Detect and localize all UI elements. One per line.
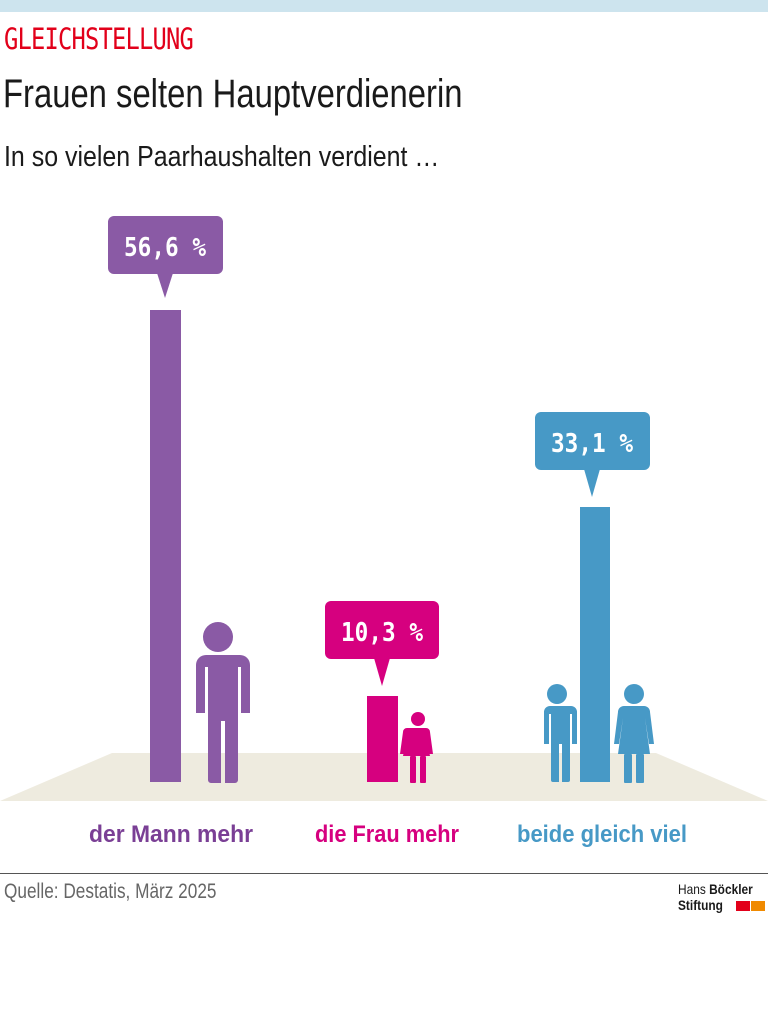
chart: 56,6 % 10,3 % 33,1 % [0, 216, 768, 848]
value-label-mann: 56,6 % [124, 233, 206, 263]
top-strip [0, 0, 768, 12]
bar-group-beide: 33,1 % [535, 412, 654, 783]
man-icon [543, 684, 577, 782]
value-bubble-mann: 56,6 % [108, 216, 223, 298]
value-bubble-frau: 10,3 % [325, 601, 439, 686]
category-label-mann: der Mann mehr [89, 821, 253, 848]
source-note: Quelle: Destatis, März 2025 [4, 880, 217, 903]
woman-icon [400, 712, 433, 783]
logo-text-stiftung: Stiftung [678, 897, 723, 913]
subtitle: In so vielen Paarhaushalten verdient … [4, 141, 440, 173]
logo-text-hans: Hans [678, 881, 710, 897]
bar-beide [580, 507, 610, 782]
value-label-beide: 33,1 % [551, 429, 633, 459]
footer-divider [0, 873, 768, 874]
woman-icon [614, 684, 654, 783]
category-label-beide: beide gleich viel [517, 821, 687, 848]
value-label-frau: 10,3 % [341, 618, 423, 648]
man-icon [196, 622, 250, 783]
bar-group-frau: 10,3 % [325, 601, 439, 783]
logo-text-boeckler: Böckler [709, 881, 753, 897]
page-title: Frauen selten Hauptverdienerin [3, 72, 463, 116]
logo-red-square-icon [736, 901, 750, 911]
value-bubble-beide: 33,1 % [535, 412, 650, 497]
logo-orange-square-icon [751, 901, 765, 911]
bar-group-mann: 56,6 % [108, 216, 250, 783]
bar-frau [367, 696, 398, 782]
kicker: GLEICHSTELLUNG [4, 22, 194, 56]
category-label-frau: die Frau mehr [315, 821, 459, 848]
bar-mann [150, 310, 181, 782]
hans-boeckler-stiftung-logo: Hans Böckler Stiftung [678, 881, 768, 913]
